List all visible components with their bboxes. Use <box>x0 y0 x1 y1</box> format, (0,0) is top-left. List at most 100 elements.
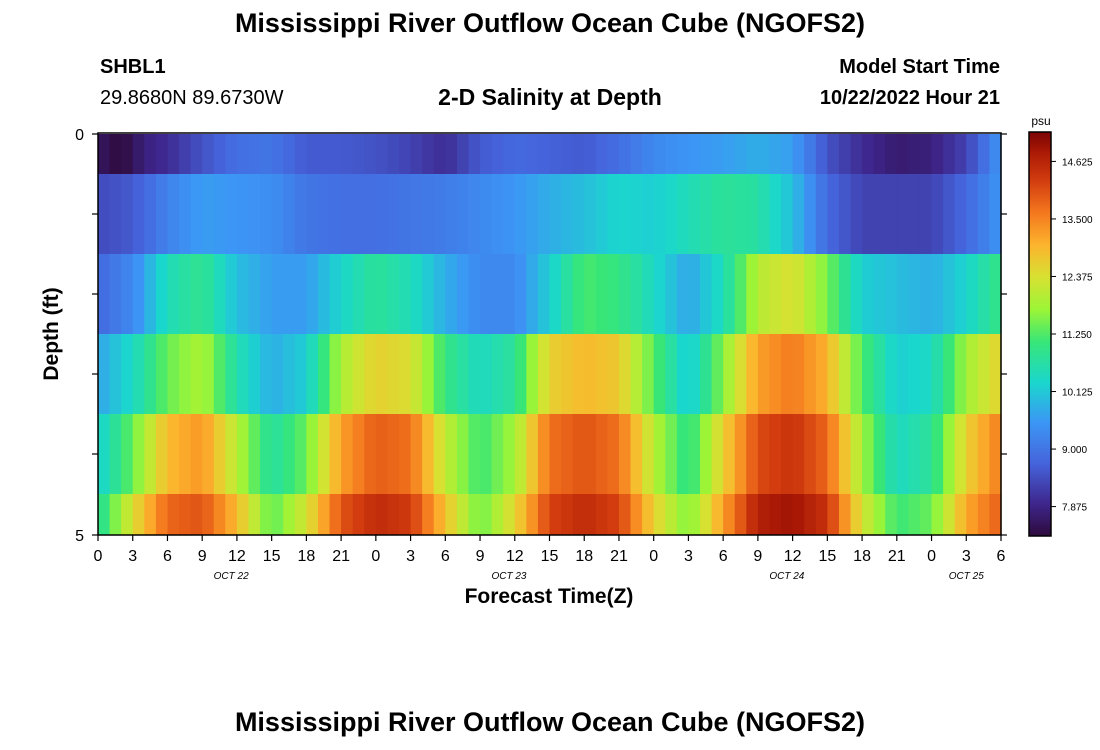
heatmap-cell <box>190 494 203 535</box>
x-tick-label: 0 <box>649 548 658 565</box>
heatmap-cell <box>537 494 551 535</box>
heatmap-cell <box>503 254 516 334</box>
heatmap-cell <box>688 134 701 174</box>
heatmap-cell <box>746 174 759 254</box>
heatmap-cell <box>885 414 898 494</box>
x-tick-label: 3 <box>962 548 971 565</box>
heatmap-cell <box>375 254 389 334</box>
heatmap-cell <box>491 174 504 254</box>
heatmap-cell <box>491 334 504 414</box>
heatmap-cell <box>283 254 296 334</box>
colorbar-tick-label: 12.375 <box>1062 272 1093 283</box>
heatmap-cell <box>271 414 284 494</box>
heatmap-cell <box>155 414 169 494</box>
heatmap-cell <box>445 414 458 494</box>
x-tick-label: 18 <box>575 548 593 565</box>
heatmap-cell <box>132 494 145 535</box>
heatmap-cell <box>503 494 516 535</box>
heatmap-cell <box>514 134 527 174</box>
heatmap-cell <box>317 414 331 494</box>
heatmap-cell <box>468 334 481 414</box>
heatmap-cell <box>757 334 771 414</box>
heatmap-cell <box>248 414 261 494</box>
heatmap-cell <box>665 414 678 494</box>
heatmap-cell <box>885 174 898 254</box>
heatmap-cell <box>769 174 782 254</box>
heatmap-cell <box>561 254 574 334</box>
heatmap-cell <box>109 254 122 334</box>
heatmap-cell <box>144 254 157 334</box>
heatmap-cell <box>109 414 122 494</box>
heatmap-cell <box>225 334 238 414</box>
heatmap-cell <box>109 134 122 174</box>
x-tick-label: 9 <box>753 548 762 565</box>
day-label: OCT 22 <box>214 571 249 582</box>
heatmap-cell <box>294 174 307 254</box>
x-tick-label: 18 <box>853 548 871 565</box>
heatmap-cell <box>109 494 122 535</box>
heatmap-cell <box>769 494 782 535</box>
heatmap-cell <box>954 494 967 535</box>
heatmap-cell <box>989 494 1002 535</box>
heatmap-cell <box>341 254 354 334</box>
heatmap-cell <box>919 494 933 535</box>
heatmap-cell <box>700 414 713 494</box>
heatmap-cell <box>757 414 771 494</box>
heatmap-cell <box>688 334 701 414</box>
heatmap-cell <box>676 254 690 334</box>
heatmap-cell <box>456 254 470 334</box>
heatmap-cell <box>456 134 470 174</box>
heatmap-cell <box>746 254 759 334</box>
heatmap-cell <box>422 254 435 334</box>
heatmap-cell <box>630 334 643 414</box>
heatmap-cell <box>711 494 724 535</box>
heatmap-cell <box>248 494 261 535</box>
heatmap-cell <box>98 254 111 334</box>
heatmap-cell <box>468 254 481 334</box>
heatmap-cell <box>167 134 180 174</box>
heatmap-cell <box>561 334 574 414</box>
x-tick-label: 15 <box>818 548 836 565</box>
x-tick-label: 6 <box>719 548 728 565</box>
x-tick-label: 3 <box>684 548 693 565</box>
x-tick-label: 21 <box>610 548 628 565</box>
model-start-label: Model Start Time <box>839 56 1000 78</box>
heatmap-cell <box>387 494 400 535</box>
heatmap-cell <box>248 174 261 254</box>
heatmap-cell <box>595 134 608 174</box>
heatmap-cell <box>526 174 539 254</box>
heatmap-cell <box>179 174 192 254</box>
heatmap-cell <box>572 174 585 254</box>
heatmap-cell <box>468 174 481 254</box>
x-tick-label: 9 <box>476 548 485 565</box>
heatmap-cell <box>283 134 296 174</box>
heatmap-cell <box>688 254 701 334</box>
heatmap-cell <box>734 414 747 494</box>
heatmap-cell <box>364 174 377 254</box>
heatmap-cell <box>746 494 759 535</box>
heatmap-cell <box>213 494 226 535</box>
heatmap-cell <box>202 174 215 254</box>
heatmap-cell <box>503 134 516 174</box>
x-axis-label: Forecast Time(Z) <box>465 585 634 608</box>
heatmap-cell <box>271 494 284 535</box>
heatmap-cell <box>260 494 273 535</box>
heatmap-cell <box>121 414 134 494</box>
heatmap-cell <box>676 414 690 494</box>
heatmap-cell <box>503 174 516 254</box>
heatmap-cell <box>595 174 608 254</box>
heatmap-cell <box>919 174 933 254</box>
x-tick-label: 0 <box>94 548 103 565</box>
y-axis-ticks: 05 <box>75 127 1007 545</box>
heatmap-cell <box>653 494 666 535</box>
heatmap-cell <box>433 414 446 494</box>
heatmap-cell <box>260 334 273 414</box>
heatmap-cell <box>572 414 585 494</box>
heatmap-cell <box>896 254 909 334</box>
heatmap-cell <box>989 414 1002 494</box>
heatmap-cell <box>665 254 678 334</box>
x-tick-label: 15 <box>541 548 559 565</box>
heatmap-cell <box>179 414 192 494</box>
x-tick-label: 21 <box>332 548 350 565</box>
heatmap-cell <box>607 494 620 535</box>
